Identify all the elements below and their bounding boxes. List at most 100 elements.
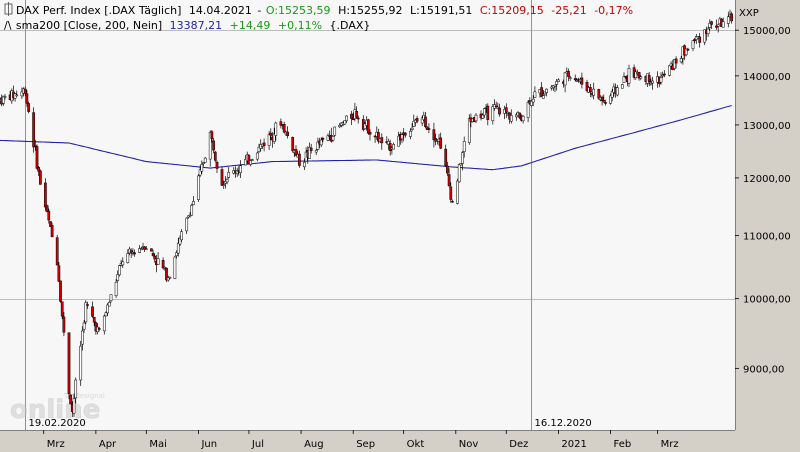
- candle-body: [97, 328, 101, 330]
- low-value: L:15191,51: [410, 4, 472, 17]
- candle-body: [343, 120, 347, 125]
- candle-body: [467, 118, 471, 143]
- candle-body: [35, 146, 39, 169]
- sma-change: +14,49: [230, 19, 271, 32]
- sma-change-pct: +0,11%: [278, 19, 322, 32]
- candle-body: [573, 78, 577, 80]
- candle-body: [69, 394, 72, 405]
- candle-body: [691, 40, 695, 49]
- change-value: -25,21: [551, 4, 586, 17]
- candle-body: [23, 88, 27, 94]
- candle-body: [161, 260, 165, 269]
- candle-body: [679, 58, 683, 63]
- candle-body: [368, 131, 372, 135]
- candle-body: [366, 119, 370, 134]
- candle-body: [3, 96, 7, 98]
- x-tick-label: Sep: [356, 439, 375, 450]
- candle-body: [153, 255, 157, 260]
- candle-body: [580, 77, 584, 85]
- candle-body: [338, 125, 342, 128]
- x-tick-label: Mrz: [661, 439, 679, 450]
- candle-body: [541, 95, 545, 99]
- candle-body: [107, 301, 111, 307]
- x-tick-label: Mrz: [47, 439, 65, 450]
- candle-body: [133, 252, 136, 255]
- y-tick-label: 14000,00: [743, 72, 791, 83]
- candle-body: [274, 122, 278, 136]
- candle-body: [163, 266, 167, 269]
- candle-body: [363, 123, 367, 130]
- candle-body: [176, 242, 180, 254]
- candle-body: [272, 133, 276, 142]
- candle-body: [706, 28, 710, 35]
- candle-body: [434, 138, 437, 142]
- candlestick-series[interactable]: [0, 9, 733, 418]
- candle-body: [686, 48, 690, 51]
- candle-body: [634, 71, 638, 78]
- plot-area[interactable]: [0, 0, 735, 430]
- sma-indicator-name: sma200 [Close, 200, Nein]: [16, 19, 162, 32]
- candle-body: [451, 200, 454, 203]
- x-tick-label: Aug: [304, 439, 324, 450]
- candle-body: [693, 39, 696, 42]
- candle-body: [203, 157, 207, 163]
- x-tick-label: Jun: [200, 439, 217, 450]
- candle-body: [377, 132, 380, 142]
- candle-body: [400, 134, 404, 140]
- candle-body: [459, 163, 463, 166]
- candle-body: [208, 131, 212, 160]
- candle-body: [333, 126, 337, 136]
- candle-body: [267, 134, 271, 146]
- candle-body: [531, 98, 535, 103]
- candle-body: [92, 316, 96, 323]
- candle-body: [409, 130, 412, 137]
- candle-body: [345, 115, 348, 122]
- y-axis-panel: [735, 0, 800, 452]
- candle-body: [439, 137, 443, 149]
- candle-body: [106, 304, 109, 314]
- candle-body: [592, 88, 596, 96]
- candle-body: [403, 132, 407, 136]
- candle-body: [37, 167, 41, 172]
- candle-body: [173, 256, 177, 279]
- candle-body: [526, 101, 530, 118]
- candle-body: [355, 111, 358, 118]
- candle-body: [109, 294, 113, 302]
- candle-body: [521, 115, 525, 122]
- candle-body: [651, 80, 654, 84]
- header-line-sma: /\ sma200 [Close, 200, Nein] 13387,21 +1…: [4, 19, 370, 32]
- candle-body: [392, 144, 395, 150]
- candle-body: [504, 107, 508, 113]
- candle-body: [227, 172, 231, 178]
- candle-body: [673, 59, 676, 69]
- sma200-line[interactable]: [0, 104, 732, 171]
- candle-body: [180, 231, 183, 241]
- candle-body: [200, 164, 204, 172]
- candle-body: [215, 161, 219, 169]
- watermark-text: online: [10, 395, 100, 425]
- candle-body: [553, 84, 557, 87]
- candle-body: [224, 180, 227, 184]
- candle-body: [627, 68, 631, 84]
- candle-body: [387, 141, 390, 145]
- candle-body: [567, 70, 570, 77]
- candle-body: [138, 248, 141, 253]
- candle-body: [129, 250, 133, 254]
- candle-body: [202, 162, 205, 165]
- candle-body: [188, 214, 192, 217]
- sma-ref: {.DAX}: [330, 19, 371, 32]
- candle-body: [481, 114, 485, 119]
- candle-body: [247, 155, 251, 164]
- marker-label: 16.12.2020: [535, 418, 592, 429]
- candle-body: [498, 107, 501, 115]
- candle-body: [397, 135, 400, 147]
- candle-body: [168, 276, 172, 279]
- candle-body: [139, 248, 143, 251]
- candle-body: [589, 87, 592, 93]
- y-tick-label: 15000,00: [743, 26, 791, 37]
- x-axis-labels: Mrz Apr Mai Jun Jul Aug Sep Okt Nov Dez 2021 Feb Mrz: [43, 430, 679, 450]
- candle-body: [91, 306, 94, 317]
- candle-body: [81, 330, 84, 345]
- candle-body: [620, 84, 624, 89]
